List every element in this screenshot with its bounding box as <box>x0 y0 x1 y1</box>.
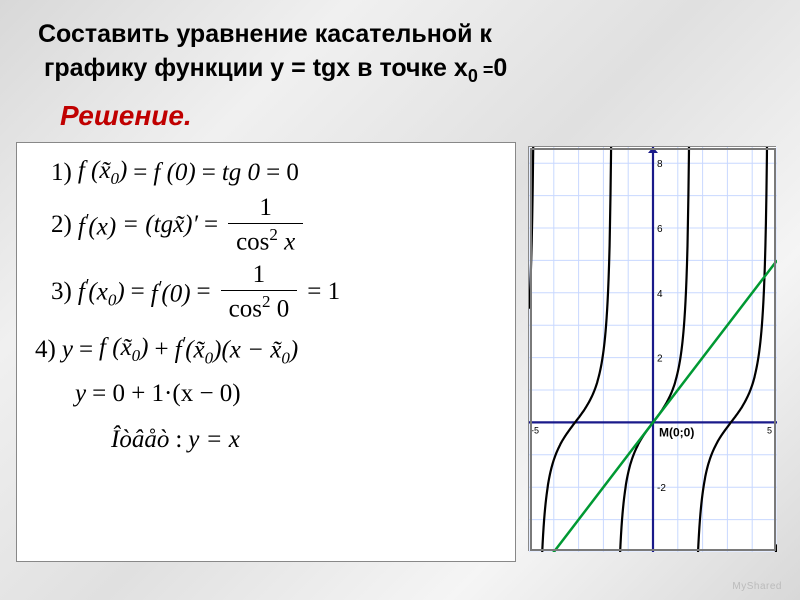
graph-panel: -2 2 4 6 8 -5 5 M(0;0) <box>528 146 776 551</box>
tangent-graph: -2 2 4 6 8 -5 5 M(0;0) <box>529 147 777 552</box>
title-line1: Составить уравнение касательной к <box>38 18 780 52</box>
step-4: 4) y = f (x̃0) + f'(x̃0)(x − x̃0) <box>35 333 497 368</box>
content-area: 1) f (x̃0) = f (0) = tg 0 = 0 2) f'(x) =… <box>0 142 800 562</box>
step-4b: y = 0 + 1·(x − 0) <box>35 380 497 408</box>
title-line2: графику функции у = tgx в точке х0 =0 <box>38 52 780 88</box>
svg-text:-5: -5 <box>531 425 539 435</box>
solution-heading: Решение. <box>0 96 800 142</box>
answer-line: Îòâåò : y = x <box>35 426 497 454</box>
svg-text:M(0;0): M(0;0) <box>659 425 694 439</box>
svg-text:8: 8 <box>657 159 663 170</box>
svg-text:5: 5 <box>767 425 772 435</box>
step-1: 1) f (x̃0) = f (0) = tg 0 = 0 <box>35 157 497 189</box>
svg-text:2: 2 <box>657 354 663 365</box>
svg-text:6: 6 <box>657 224 663 235</box>
svg-text:-2: -2 <box>657 483 666 494</box>
step-2: 2) f'(x) = (tgx̃)′ = 1 cos2 x <box>35 195 497 256</box>
math-derivation-box: 1) f (x̃0) = f (0) = tg 0 = 0 2) f'(x) =… <box>16 142 516 562</box>
task-title: Составить уравнение касательной к график… <box>0 0 800 96</box>
step-3: 3) f'(x0) = f'(0) = 1 cos2 0 = 1 <box>35 262 497 323</box>
watermark: MyShared <box>732 581 782 592</box>
svg-text:4: 4 <box>657 289 663 300</box>
